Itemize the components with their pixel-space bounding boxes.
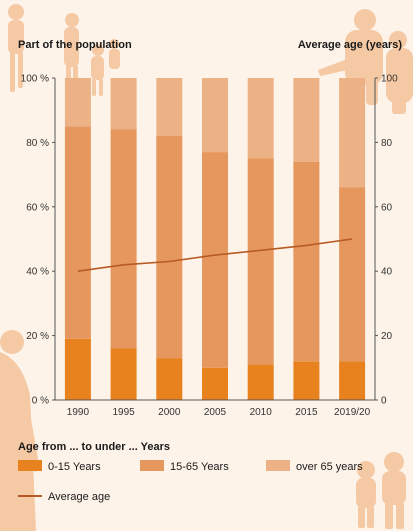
right-axis-title: Average age (years) [298, 39, 402, 51]
bar-young-2000 [156, 358, 183, 400]
bar-young-1990 [64, 338, 91, 400]
left-axis-title: Part of the population [18, 39, 132, 51]
legend-label-average-age: Average age [48, 491, 110, 503]
x-tick-label: 1990 [67, 407, 90, 418]
bar-old-2000 [156, 78, 183, 136]
left-y-tick-label: 80 % [26, 138, 49, 149]
left-y-tick-label: 100 % [21, 74, 49, 85]
bar-working-2005 [202, 152, 228, 368]
bar-old-2010 [247, 78, 274, 159]
legend-label-working: 15-65 Years [170, 461, 229, 473]
right-y-tick-label: 40 [381, 267, 393, 278]
average-age-line [77, 238, 353, 272]
left-y-tick-label: 40 % [26, 267, 49, 278]
bar-working-2015 [293, 161, 320, 362]
family-silhouette-top-left [8, 4, 120, 105]
left-y-tick-label: 0 % [32, 396, 49, 407]
bar-working-2000 [156, 136, 183, 359]
bar-working-1995 [110, 129, 137, 349]
legend-swatch-young [18, 460, 42, 471]
right-y-tick-label: 60 [381, 202, 393, 213]
children-silhouette-bottom-right [356, 452, 406, 529]
bar-working-2019-20 [339, 187, 366, 362]
bar-old-1995 [110, 78, 137, 130]
x-tick-label: 1995 [112, 407, 135, 418]
left-y-tick-label: 60 % [26, 202, 49, 213]
left-y-tick-label: 20 % [26, 331, 49, 342]
right-y-tick-label: 80 [381, 138, 393, 149]
bar-young-2015 [293, 361, 320, 400]
legend-label-young: 0-15 Years [48, 461, 101, 473]
x-tick-label: 2010 [250, 407, 273, 418]
legend-title: Age from ... to under ... Years [18, 441, 170, 453]
bar-young-2010 [247, 364, 274, 400]
elderly-silhouette-bottom-left [0, 330, 40, 531]
bar-working-1990 [64, 126, 91, 339]
right-y-tick-label: 100 [381, 74, 398, 85]
couple-silhouette-top-right [318, 9, 413, 114]
bar-old-2005 [202, 78, 228, 153]
bar-young-1995 [110, 348, 137, 400]
legend-swatch-working [140, 460, 164, 471]
right-y-tick-label: 20 [381, 331, 393, 342]
x-tick-label: 2005 [204, 407, 227, 418]
legend-swatch-old [266, 460, 290, 471]
x-tick-label: 2015 [295, 407, 318, 418]
bar-working-2010 [247, 158, 274, 365]
x-tick-label: 2019/20 [334, 407, 371, 418]
bar-old-2019-20 [339, 78, 366, 188]
plot-area: 1990 1995 2000 2005 2010 2015 2019/20 0 % 0 20 % 2… [21, 74, 398, 419]
bar-young-2005 [202, 367, 228, 400]
bar-young-2019-20 [339, 361, 366, 400]
right-y-tick-label: 0 [381, 396, 387, 407]
bar-old-1990 [64, 78, 91, 127]
legend: Age from ... to under ... Years 0-15 Yea… [18, 441, 363, 503]
legend-label-old: over 65 years [296, 461, 363, 473]
x-tick-label: 2000 [158, 407, 181, 418]
bar-old-2015 [293, 78, 320, 162]
